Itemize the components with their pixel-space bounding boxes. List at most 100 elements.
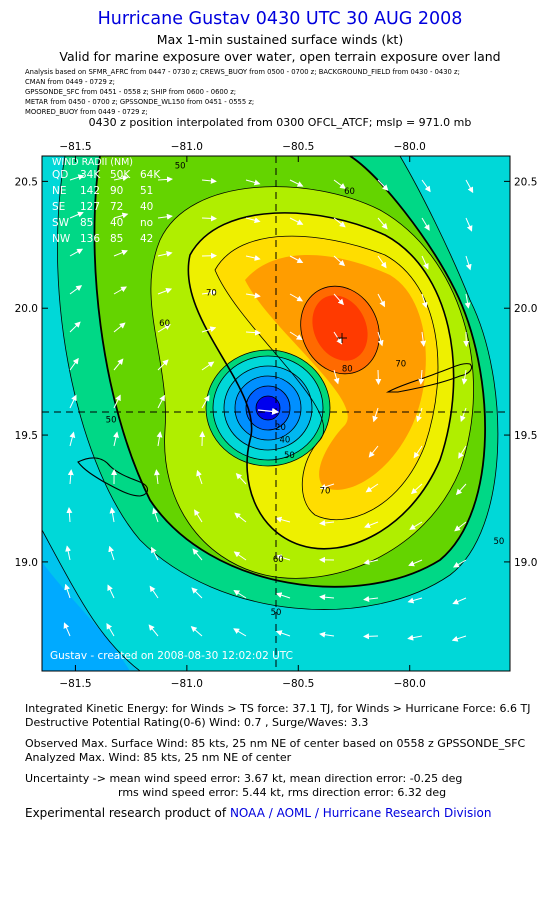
analyzed-line: Analyzed Max. Wind: 85 kts, 25 nm NE of … <box>25 751 292 764</box>
wind-vector <box>375 369 382 385</box>
x-tick-label: −81.0 <box>171 678 203 690</box>
wind-vector <box>113 394 121 409</box>
wind-vector <box>201 395 210 409</box>
wind-vector <box>333 369 340 385</box>
wind-vector <box>233 628 247 637</box>
radii-cell: 40 <box>110 217 123 229</box>
wind-vector <box>69 211 84 219</box>
wind-vector <box>454 521 467 532</box>
wind-vector <box>233 551 247 561</box>
y-tick-label: 20.5 <box>514 176 537 188</box>
wind-vector <box>192 548 203 561</box>
chart-subtitle: Max 1-min sustained surface winds (kt) <box>156 32 404 47</box>
wind-vector <box>157 287 173 295</box>
contour-label: 50 <box>271 608 282 618</box>
contour-label: 60 <box>344 187 355 197</box>
wind-vector <box>368 445 379 458</box>
y-tick-label: 20.0 <box>15 303 38 315</box>
wind-vector <box>416 407 423 423</box>
wind-vector <box>157 213 173 220</box>
wind-vector <box>410 483 423 495</box>
wind-vector <box>377 179 389 191</box>
radii-cell: no <box>140 217 153 229</box>
contour-label: 50 <box>106 415 117 425</box>
analysis-line: Analysis based on SFMR_AFRC from 0447 - … <box>25 68 460 76</box>
radii-cell: 85 <box>80 217 93 229</box>
position-note: 0430 z position interpolated from 0300 O… <box>88 116 472 129</box>
wind-vector <box>413 445 423 459</box>
wind-vector <box>156 431 163 447</box>
radii-cell: 85 <box>110 233 123 245</box>
wind-vector <box>409 521 423 530</box>
wind-vector <box>69 394 77 409</box>
wind-vector <box>235 472 247 485</box>
radii-cell: 127 <box>80 201 100 213</box>
x-tick-label: −80.5 <box>282 141 314 153</box>
wind-vector <box>69 321 81 333</box>
y-tick-label: 19.5 <box>15 430 38 442</box>
contour-label: 70 <box>320 486 331 496</box>
max-wind-marker <box>337 333 347 343</box>
contour-label: 40 <box>280 436 291 446</box>
wind-vector <box>289 331 303 341</box>
radii-header: 50K <box>110 169 131 181</box>
wind-vector <box>66 507 73 523</box>
contour-label: 20 <box>275 423 286 433</box>
wind-vector <box>451 635 467 642</box>
contour-label: 50 <box>175 162 186 172</box>
wind-vector <box>201 215 217 222</box>
coastlines <box>77 363 473 497</box>
wind-vector <box>245 254 261 261</box>
wind-vector <box>234 512 247 523</box>
contour-labels: 50 60 70 60 80 70 50 40 20 50 70 60 50 50 <box>106 162 505 619</box>
wind-vector <box>63 622 71 637</box>
wind-vector <box>64 583 71 599</box>
wind-vector <box>465 255 472 271</box>
radii-cell: 42 <box>140 233 153 245</box>
wind-vector <box>319 594 335 601</box>
wind-vector <box>460 407 467 423</box>
radii-cell: 136 <box>80 233 100 245</box>
wind-vector <box>464 293 471 309</box>
contour-label: 50 <box>493 537 504 547</box>
wind-vector <box>289 255 304 263</box>
hrd-link[interactable]: NOAA / AOML / Hurricane Research Divisio… <box>229 806 492 820</box>
wind-vector <box>452 597 467 605</box>
wind-vector <box>153 469 160 485</box>
wind-vector <box>69 248 84 257</box>
wind-vector <box>149 585 159 599</box>
axis-ticks <box>42 156 510 671</box>
contour-label: 70 <box>206 289 217 299</box>
wind-vector <box>458 445 467 459</box>
y-tick-label: 19.0 <box>15 557 38 569</box>
wind-vector <box>157 176 173 183</box>
contour-label: 60 <box>159 319 170 329</box>
wind-vectors <box>63 174 474 642</box>
wind-vector <box>106 623 115 637</box>
wind-vector <box>152 507 159 523</box>
wind-vector <box>151 546 159 561</box>
wind-vector <box>407 597 423 604</box>
wind-vector <box>365 483 379 493</box>
wind-vector <box>319 631 335 638</box>
wind-vector <box>109 507 116 523</box>
wind-vector <box>233 589 247 599</box>
wind-vector <box>364 521 379 529</box>
wind-vector <box>455 483 467 496</box>
wind-vector <box>113 358 124 371</box>
radii-title: WIND RADII (NM) <box>52 157 133 168</box>
radii-header: 34K <box>80 169 101 181</box>
wind-vector <box>333 255 346 267</box>
contour-lines <box>42 156 499 671</box>
radii-cell: NW <box>52 233 71 245</box>
wind-vector <box>113 286 127 295</box>
wind-vector <box>420 331 427 347</box>
wind-field: 50 60 70 60 80 70 50 40 20 50 70 60 50 50 <box>42 156 510 671</box>
observed-line: Observed Max. Surface Wind: 85 kts, 25 n… <box>25 737 526 750</box>
wind-vector <box>421 179 431 193</box>
creation-credit: Gustav - created on 2008-08-30 12:02:02 … <box>50 650 293 662</box>
wind-vector <box>201 361 215 371</box>
x-tick-label: −81.0 <box>171 141 203 153</box>
wind-vector <box>289 217 304 225</box>
analysis-line: CMAN from 0449 - 0729 z; <box>25 78 115 86</box>
